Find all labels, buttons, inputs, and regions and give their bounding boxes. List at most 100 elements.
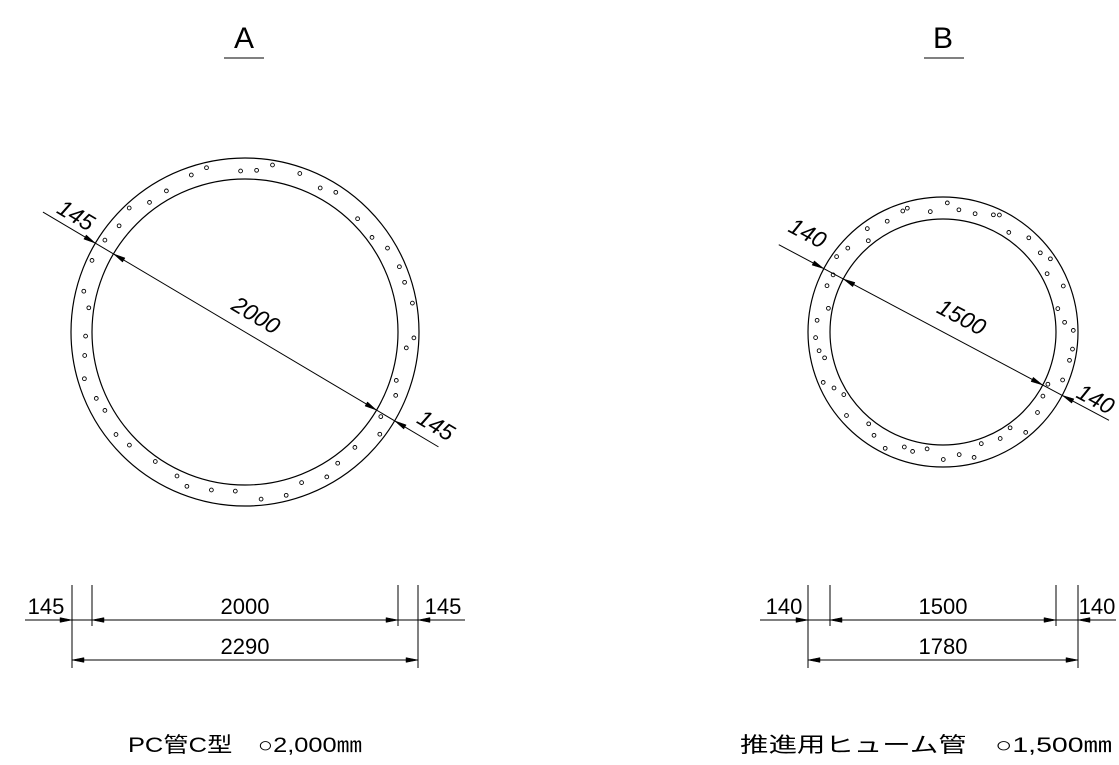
rebar-dot bbox=[102, 408, 108, 413]
rebar-dot bbox=[1048, 256, 1053, 262]
rebar-dot bbox=[865, 238, 871, 244]
rebar-dot bbox=[113, 432, 119, 437]
rebar-dot bbox=[397, 264, 402, 270]
section-a-dim-wall-right-label: 145 bbox=[425, 594, 462, 619]
rebar-dot bbox=[1035, 410, 1040, 415]
rebar-dot bbox=[82, 376, 87, 382]
rebar-dot bbox=[1044, 271, 1050, 277]
rebar-dot bbox=[820, 380, 826, 385]
outer-dim-arrow bbox=[405, 657, 419, 663]
rebar-dot bbox=[971, 455, 977, 460]
rebar-dot bbox=[402, 279, 407, 285]
rebar-dot bbox=[393, 378, 399, 383]
rebar-dot bbox=[377, 431, 383, 437]
section-a-diag-inner-label: 2000 bbox=[227, 290, 285, 339]
rebar-dot bbox=[1055, 306, 1061, 311]
section-a-inner-circle bbox=[91, 178, 399, 486]
rebar-dot bbox=[864, 226, 870, 231]
outer-dim-arrow bbox=[1065, 657, 1079, 663]
section-b-diag-wall-bottom-label: 140 bbox=[1073, 378, 1119, 419]
wall-dim-arrow bbox=[1077, 617, 1091, 623]
section-b-dim-wall-right-label: 140 bbox=[1079, 594, 1116, 619]
rebar-dot bbox=[89, 258, 95, 263]
rebar-dot bbox=[956, 452, 962, 457]
rebar-dot bbox=[826, 305, 831, 311]
rebar-dot bbox=[1060, 377, 1065, 383]
rebar-dot bbox=[824, 283, 830, 289]
wall-thickness-arrow bbox=[83, 234, 96, 244]
rebar-dot bbox=[816, 348, 822, 354]
rebar-dot bbox=[335, 460, 341, 466]
section-b-dim-wall-left-label: 140 bbox=[766, 594, 803, 619]
section-a-rebar-dots bbox=[81, 162, 417, 502]
rebar-dot bbox=[831, 385, 837, 391]
rebar-dot bbox=[188, 172, 194, 178]
rebar-dot bbox=[209, 487, 214, 493]
rebar-dot bbox=[940, 457, 946, 462]
diagonal-dimension-line bbox=[42, 211, 439, 448]
rebar-dot bbox=[270, 162, 275, 168]
rebar-dot bbox=[882, 445, 888, 451]
rebar-dot bbox=[841, 392, 847, 397]
rebar-dot bbox=[978, 441, 984, 446]
rebar-dot bbox=[299, 480, 304, 485]
rebar-dot bbox=[352, 445, 358, 450]
rebar-dot bbox=[82, 353, 88, 358]
section-b: B 140 1500 140 140 1500 140 1780 推進用ヒューム… bbox=[740, 22, 1119, 757]
section-b-title: B bbox=[933, 22, 953, 55]
rebar-dot bbox=[333, 189, 339, 195]
rebar-dot bbox=[317, 185, 323, 191]
wall-dim-arrow bbox=[417, 617, 431, 623]
rebar-dot bbox=[324, 474, 330, 480]
section-b-diag-inner-label: 1500 bbox=[933, 293, 991, 340]
rebar-dot bbox=[1006, 230, 1012, 235]
rebar-dot bbox=[910, 449, 915, 454]
rebar-dot bbox=[900, 208, 906, 214]
section-a-caption: PC管C型 ○2,000㎜ bbox=[128, 734, 362, 757]
rebar-dot bbox=[127, 442, 132, 448]
section-a-dim-wall-left-label: 145 bbox=[28, 594, 65, 619]
rebar-dot bbox=[884, 218, 890, 224]
outer-dim-arrow bbox=[807, 657, 821, 663]
rebar-dot bbox=[238, 168, 243, 174]
rebar-dot bbox=[83, 333, 88, 339]
rebar-dot bbox=[147, 200, 152, 205]
wall-thickness-arrow bbox=[1062, 395, 1075, 404]
rebar-dot bbox=[871, 432, 877, 438]
section-b-diagonal-dimension bbox=[778, 244, 1110, 421]
rebar-dot bbox=[924, 446, 930, 452]
rebar-dot bbox=[411, 335, 417, 341]
rebar-dot bbox=[1040, 393, 1046, 399]
rebar-dot bbox=[956, 207, 962, 213]
rebar-dot bbox=[1062, 319, 1067, 325]
rebar-dot bbox=[1060, 283, 1066, 289]
rebar-dot bbox=[393, 393, 399, 398]
rebar-dot bbox=[1045, 381, 1051, 387]
inner-diameter-arrow bbox=[1030, 376, 1043, 386]
section-a-diagonal-dimension bbox=[42, 211, 439, 448]
rebar-dot bbox=[901, 444, 907, 450]
rebar-dot bbox=[204, 165, 209, 171]
inner-dim-arrow bbox=[1043, 617, 1057, 623]
section-a: A 145 2000 145 145 2000 145 2290 PC管C型 ○… bbox=[25, 22, 465, 757]
rebar-dot bbox=[152, 459, 158, 464]
section-b-rebar-dots bbox=[813, 200, 1076, 462]
inner-dim-arrow bbox=[385, 617, 399, 623]
inner-dim-arrow bbox=[91, 617, 105, 623]
rebar-dot bbox=[184, 483, 190, 489]
rebar-dot bbox=[814, 317, 820, 323]
section-a-title: A bbox=[234, 22, 254, 55]
rebar-dot bbox=[927, 209, 933, 214]
rebar-dot bbox=[355, 216, 360, 222]
rebar-dot bbox=[845, 245, 851, 251]
section-b-dim-outer-label: 1780 bbox=[919, 634, 968, 659]
rebar-dot bbox=[102, 237, 108, 243]
rebar-dot bbox=[972, 211, 978, 217]
rebar-dot bbox=[410, 300, 415, 306]
outer-dim-arrow bbox=[71, 657, 85, 663]
rebar-dot bbox=[174, 473, 180, 479]
wall-thickness-arrow bbox=[394, 420, 407, 430]
rebar-dot bbox=[1067, 357, 1072, 363]
rebar-dot bbox=[991, 212, 996, 218]
